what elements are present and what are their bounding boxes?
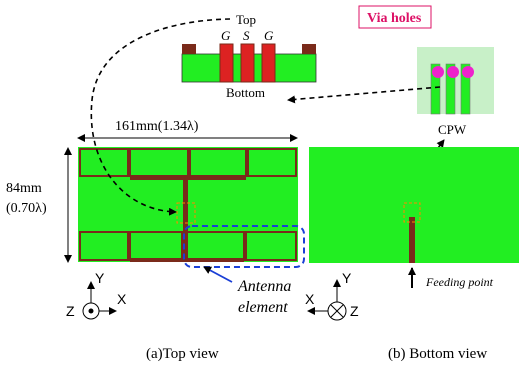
g-right-label: G xyxy=(264,28,274,43)
inset-strip-3 xyxy=(460,63,471,115)
top-copper-right xyxy=(302,44,316,54)
via-detail-inset xyxy=(417,47,494,115)
cpw-ground-left xyxy=(219,43,234,83)
via-hole-1 xyxy=(432,66,444,78)
inset-background xyxy=(417,47,494,114)
bottom-view: Feeding point xyxy=(309,147,519,289)
bottom-axis-x-label: X xyxy=(305,291,315,307)
s-label: S xyxy=(243,28,250,43)
top-label: Top xyxy=(236,12,256,27)
caption-bottom-view: (b) Bottom view xyxy=(388,346,487,362)
via-hole-3 xyxy=(462,66,474,78)
z-axis-dot xyxy=(88,308,94,314)
bottom-axis-z-label: Z xyxy=(350,303,359,319)
height-dimension-lambda: (0.70λ) xyxy=(6,201,47,216)
patch-lower-4 xyxy=(245,231,297,261)
bottom-view-axes: Y X Z xyxy=(305,270,359,321)
patch-upper-4 xyxy=(247,148,297,177)
z-cross-2 xyxy=(330,304,344,318)
inset-strip-1 xyxy=(430,63,441,115)
inset-to-cross-section-arrow xyxy=(287,86,441,104)
antenna-element-highlight xyxy=(183,225,305,268)
antenna-element-arrow xyxy=(203,266,233,283)
via-hole-2 xyxy=(447,66,459,78)
cpw-ground-right xyxy=(261,43,276,83)
via-holes-legend: Via holes xyxy=(358,5,432,29)
bottom-detail-box xyxy=(403,202,421,223)
inset-strip-2 xyxy=(445,63,456,115)
bottom-axis-y-label: Y xyxy=(342,270,352,286)
g-left-label: G xyxy=(221,28,231,43)
top-copper-left xyxy=(182,44,196,54)
caption-top-view: (a)Top view xyxy=(146,346,219,362)
cross-section: Top G S G Bottom xyxy=(181,12,317,100)
antenna-element-label-line2: element xyxy=(238,299,288,316)
top-axis-z-label: Z xyxy=(66,303,75,319)
bottom-label: Bottom xyxy=(226,85,265,100)
via-holes-box xyxy=(358,5,432,29)
patch-upper-1 xyxy=(79,148,129,177)
patch-lower-1 xyxy=(79,231,129,261)
top-detail-arrow xyxy=(90,18,231,216)
cpw-signal xyxy=(240,43,255,83)
antenna-element-label-line1: Antenna xyxy=(237,278,291,295)
cpw-label: CPW xyxy=(438,122,467,137)
height-dimension-mm: 84mm xyxy=(6,181,42,196)
bottom-feed-line xyxy=(409,217,415,263)
top-view-axes: Y X Z xyxy=(66,270,127,320)
top-axis-y-label: Y xyxy=(95,270,105,286)
feed-line-vertical xyxy=(183,176,188,262)
via-holes-label: Via holes xyxy=(367,11,422,26)
top-axis-x-label: X xyxy=(117,291,127,307)
top-view: 161mm(1.34λ) 84mm (0.70λ) xyxy=(6,119,305,268)
width-dimension-label: 161mm(1.34λ) xyxy=(115,119,199,134)
top-detail-box xyxy=(176,202,196,224)
feeding-point-label: Feeding point xyxy=(425,275,494,289)
